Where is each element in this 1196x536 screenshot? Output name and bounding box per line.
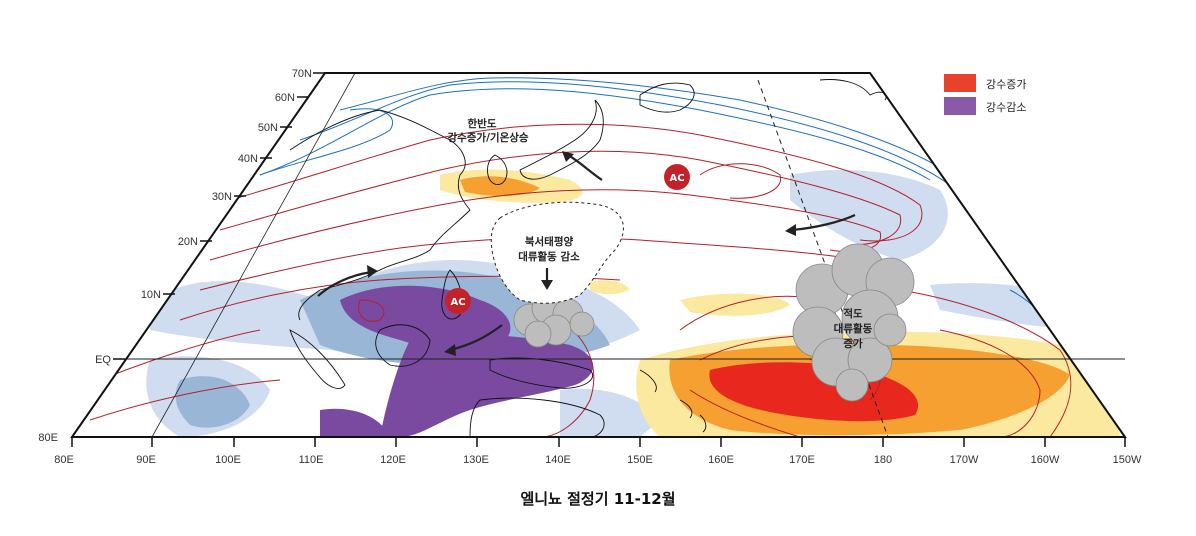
arrow-scs bbox=[317, 270, 373, 297]
wnp-suppressed-region bbox=[490, 201, 624, 304]
legend-label-increase: 강수증가 bbox=[986, 78, 1026, 91]
increase-mid-region bbox=[460, 176, 540, 197]
red-contour bbox=[939, 329, 1041, 437]
lat-label: 20N bbox=[178, 236, 198, 248]
korea-annotation-line2: 강수증가/기온상승 bbox=[447, 131, 528, 144]
lon-label: 140E bbox=[545, 454, 571, 466]
legend: 강수증가 강수감소 bbox=[944, 74, 1026, 115]
red-contour bbox=[539, 319, 595, 437]
blue-contour bbox=[259, 108, 393, 176]
ac-label: AC bbox=[450, 297, 465, 308]
blue-contour bbox=[259, 88, 931, 181]
lon-label: 150W bbox=[1113, 454, 1142, 466]
longitude-axis: 80E 90E 100E 110E 120E 130E 140E 150E 16… bbox=[54, 437, 1142, 466]
anticyclone-marker-south: AC bbox=[445, 288, 471, 314]
increase-light-region bbox=[590, 280, 630, 295]
arrow-korea bbox=[567, 154, 603, 181]
cloud-equatorial bbox=[792, 243, 915, 402]
decrease-light-region bbox=[790, 170, 948, 260]
lon-label: 100E bbox=[215, 454, 241, 466]
australia-coastline bbox=[469, 397, 605, 437]
red-contour bbox=[899, 289, 1072, 437]
asia-coastline bbox=[289, 109, 471, 321]
meridian-line bbox=[151, 72, 356, 438]
lat-label: 50N bbox=[258, 122, 278, 134]
decrease-light-region bbox=[930, 283, 1100, 330]
decrease-mid-region bbox=[175, 376, 250, 428]
red-contour bbox=[89, 379, 281, 421]
sumatra-coastline bbox=[289, 329, 346, 389]
arrow-down-head bbox=[541, 280, 553, 290]
arrow-east bbox=[791, 214, 856, 232]
japan-coastline bbox=[519, 99, 604, 180]
lat-label: EQ bbox=[95, 354, 111, 366]
arrow-phil-head bbox=[444, 344, 456, 356]
blue-contour bbox=[339, 77, 961, 181]
increase-light-region bbox=[680, 293, 790, 316]
borneo-coastline bbox=[375, 324, 431, 367]
lon-label: 160W bbox=[1031, 454, 1060, 466]
eq-annotation-line3: 증가 bbox=[843, 337, 863, 350]
legend-label-decrease: 강수감소 bbox=[986, 101, 1026, 114]
islands-coastline bbox=[639, 369, 707, 433]
red-contour bbox=[358, 299, 385, 322]
lat-label: 10N bbox=[141, 289, 161, 301]
lon-label: 90E bbox=[136, 454, 156, 466]
wnp-annotation-line1: 북서태평양 bbox=[525, 235, 574, 248]
lon-label: 170W bbox=[950, 454, 979, 466]
lon-label: 110E bbox=[299, 454, 324, 466]
red-contour bbox=[699, 163, 782, 199]
eq-annotation-line1: 적도 bbox=[843, 307, 863, 320]
arrow-east-head bbox=[785, 224, 796, 236]
red-contour bbox=[99, 329, 261, 381]
latitude-axis: 70N 60N 50N 40N 30N 20N 10N EQ 80E bbox=[38, 68, 325, 444]
lat-label: 70N bbox=[292, 68, 312, 80]
red-contour bbox=[219, 150, 902, 246]
lat-label: 30N bbox=[212, 191, 232, 203]
lat-label: 80E bbox=[38, 432, 58, 444]
coastlines bbox=[289, 79, 887, 437]
lon-label: 120E bbox=[380, 454, 406, 466]
figure-caption: 엘니뇨 절정기 11-12월 bbox=[520, 490, 676, 508]
lat-label: 40N bbox=[238, 153, 258, 165]
legend-swatch-increase bbox=[944, 74, 976, 92]
red-contour bbox=[229, 123, 923, 242]
lon-label: 130E bbox=[463, 454, 489, 466]
red-contour bbox=[209, 189, 882, 261]
korea-annotation-line1: 한반도 bbox=[468, 117, 497, 130]
lon-label: 160E bbox=[708, 454, 734, 466]
kamchatka-coastline bbox=[639, 82, 695, 113]
lon-label: 170E bbox=[789, 454, 815, 466]
red-contour bbox=[689, 389, 801, 437]
lon-label: 180 bbox=[874, 454, 892, 466]
eq-annotation-line2: 대류활동 bbox=[834, 322, 873, 335]
arrow-scs-head bbox=[367, 265, 378, 278]
anticyclone-marker-north: AC bbox=[664, 164, 690, 190]
decrease-strong-region bbox=[380, 334, 594, 437]
lat-label: 60N bbox=[275, 92, 295, 104]
decrease-strong-region bbox=[320, 408, 390, 437]
decrease-light-region bbox=[560, 388, 660, 437]
korea-coastline bbox=[487, 154, 508, 186]
arrow-heads bbox=[367, 151, 796, 356]
lon-label: 150E bbox=[627, 454, 653, 466]
cloud-wnp bbox=[513, 291, 595, 348]
wnp-annotation-line2: 대류활동 감소 bbox=[518, 250, 580, 263]
lon-label: 80E bbox=[54, 454, 74, 466]
legend-swatch-decrease bbox=[944, 97, 976, 115]
ac-label: AC bbox=[669, 173, 684, 184]
blue-contour bbox=[299, 81, 951, 186]
contour-lines bbox=[89, 77, 1072, 437]
arrow-korea-head bbox=[562, 151, 574, 162]
